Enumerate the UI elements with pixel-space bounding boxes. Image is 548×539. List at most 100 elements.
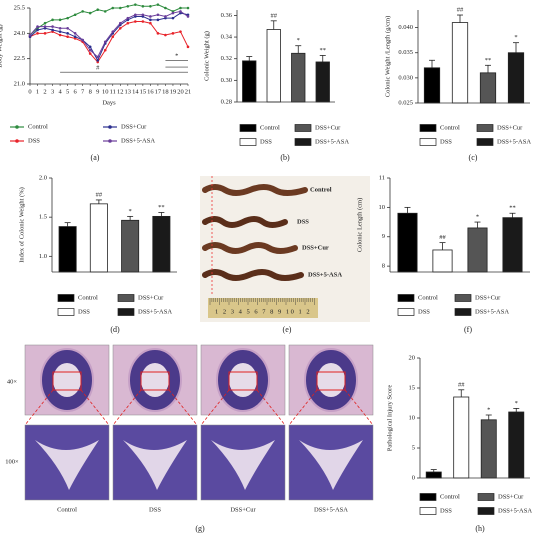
data-point <box>126 5 130 8</box>
legend-swatch <box>294 138 312 146</box>
y-tick-label: 25.5 <box>14 4 25 11</box>
data-point <box>156 32 160 35</box>
data-point <box>51 28 54 32</box>
data-point <box>179 6 182 10</box>
lumen-detail <box>211 440 275 490</box>
significance-label: ** <box>320 47 327 54</box>
legend-label: Control <box>440 493 460 500</box>
data-point <box>134 3 137 6</box>
y-tick-label: 0.025 <box>398 99 413 106</box>
y-tick-label: 0.30 <box>221 77 232 84</box>
series-line <box>29 10 189 58</box>
significance-label: ** <box>509 205 516 212</box>
data-point <box>58 26 62 30</box>
data-point <box>73 32 77 35</box>
column-label: DSS+Cur <box>230 506 256 513</box>
legend-label: DSS+5-ASA <box>497 138 531 145</box>
data-point <box>66 26 69 30</box>
colon-sample <box>202 184 308 196</box>
zoom-box <box>140 371 170 391</box>
y-tick-label: 2.0 <box>39 174 47 181</box>
colon-sample <box>202 242 298 254</box>
data-point <box>149 5 152 8</box>
legend-label: DSS+5-ASA <box>121 137 155 144</box>
y-axis-label: Colonic Weight (g) <box>203 31 210 81</box>
legend-swatch <box>477 507 495 515</box>
annotation: # <box>96 64 100 71</box>
tissue-lumen <box>317 363 345 397</box>
y-tick-label: 9 <box>382 233 385 240</box>
bar <box>58 226 77 273</box>
significance-label: ** <box>158 204 165 211</box>
zoom-box <box>52 371 82 391</box>
data-point <box>179 10 182 13</box>
data-point <box>88 45 92 49</box>
legend-label: DSS+5-ASA <box>475 308 509 315</box>
x-tick-label: 10 <box>102 88 109 95</box>
sample-label: DSS <box>297 218 309 225</box>
y-tick-label: 0.36 <box>221 12 233 19</box>
data-point <box>156 13 160 17</box>
legend-swatch <box>476 138 494 146</box>
data-point <box>81 38 84 42</box>
legend-label: DSS+Cur <box>475 294 501 301</box>
column-label: DSS <box>149 506 161 513</box>
legend-label: DSS <box>260 138 272 145</box>
data-point <box>103 10 107 13</box>
data-point <box>81 10 84 13</box>
panel-label: (d) <box>110 325 120 334</box>
data-point <box>96 59 100 62</box>
ruler <box>208 298 318 318</box>
bar <box>397 212 418 273</box>
zoom-line <box>168 389 198 426</box>
legend-marker <box>15 139 19 143</box>
y-tick-label: 24.0 <box>14 30 25 37</box>
sample-label: Control <box>310 186 332 193</box>
bar <box>451 22 469 104</box>
legend-label: DSS <box>418 308 430 315</box>
y-tick-label: 10 <box>409 414 416 421</box>
x-tick-label: 9 <box>96 88 99 95</box>
x-tick-label: 7 <box>81 88 85 95</box>
data-point <box>141 13 145 17</box>
data-point <box>36 32 39 35</box>
data-point <box>171 16 175 20</box>
panel-label: (a) <box>91 153 100 162</box>
legend-marker <box>15 125 19 129</box>
y-axis-label: Colonic Length (cm) <box>356 198 363 253</box>
colon-sample <box>202 269 304 281</box>
panel-label: (c) <box>469 153 478 162</box>
legend-label: DSS <box>440 138 452 145</box>
x-tick-label: 3 <box>51 88 54 95</box>
data-point <box>156 18 160 22</box>
data-point <box>73 13 77 17</box>
x-tick-label: 0 <box>28 88 31 95</box>
data-point <box>186 6 190 10</box>
y-tick-label: 20 <box>409 354 416 361</box>
data-point <box>111 35 115 39</box>
x-tick-label: 1 <box>36 88 39 95</box>
legend-swatch <box>117 294 135 302</box>
column-label: Control <box>57 506 77 513</box>
significance-label: * <box>129 208 132 215</box>
data-point <box>43 25 47 28</box>
y-axis-label: Index of Colonic Weight (%) <box>18 187 25 263</box>
lumen-detail <box>35 440 99 490</box>
bar <box>502 217 523 273</box>
data-point <box>96 8 100 11</box>
panel-label: (f) <box>464 325 472 334</box>
legend-label: Control <box>418 294 438 301</box>
legend-label: DSS <box>28 137 40 144</box>
data-point <box>149 21 152 25</box>
tissue-lumen <box>229 363 257 397</box>
ruler-text: 1 2 3 4 5 6 7 8 9 10 1 2 <box>215 308 311 315</box>
legend-label: Control <box>440 124 460 131</box>
data-point <box>149 15 152 18</box>
zoom-line <box>112 389 142 426</box>
y-tick-label: 1.5 <box>39 214 47 221</box>
legend-marker <box>108 139 112 143</box>
data-point <box>58 18 62 22</box>
significance-label: ** <box>485 57 492 64</box>
data-point <box>111 6 115 10</box>
y-tick-label: 1.0 <box>39 253 47 260</box>
